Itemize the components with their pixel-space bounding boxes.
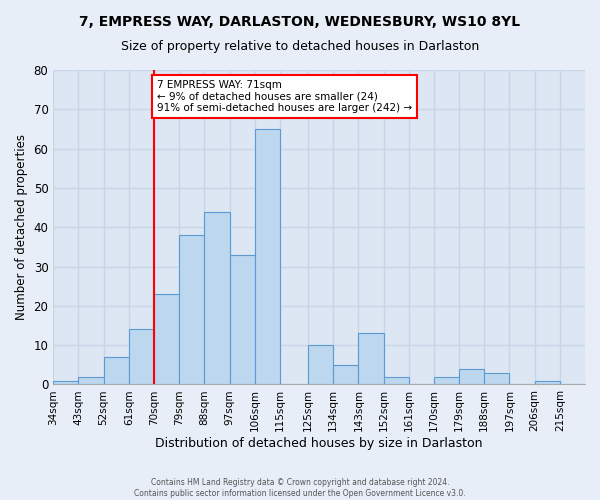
Bar (535, 380, 560, 384)
Bar (308, 345, 333, 385)
Text: 7, EMPRESS WAY, DARLASTON, WEDNESBURY, WS10 8YL: 7, EMPRESS WAY, DARLASTON, WEDNESBURY, W… (79, 15, 521, 29)
Bar (154, 294, 179, 384)
Bar (53, 380, 79, 384)
Bar (79, 376, 104, 384)
Text: Size of property relative to detached houses in Darlaston: Size of property relative to detached ho… (121, 40, 479, 53)
Text: 7 EMPRESS WAY: 71sqm
← 9% of detached houses are smaller (24)
91% of semi-detach: 7 EMPRESS WAY: 71sqm ← 9% of detached ho… (157, 80, 412, 113)
Bar (230, 254, 255, 384)
Bar (179, 235, 205, 384)
Bar (383, 376, 409, 384)
Bar (129, 330, 154, 384)
Bar (205, 212, 230, 384)
Bar (358, 334, 383, 384)
Y-axis label: Number of detached properties: Number of detached properties (15, 134, 28, 320)
X-axis label: Distribution of detached houses by size in Darlaston: Distribution of detached houses by size … (155, 437, 483, 450)
Bar (484, 372, 509, 384)
Bar (255, 129, 280, 384)
Bar (434, 376, 459, 384)
Bar (104, 357, 129, 384)
Bar (459, 368, 484, 384)
Text: Contains HM Land Registry data © Crown copyright and database right 2024.
Contai: Contains HM Land Registry data © Crown c… (134, 478, 466, 498)
Bar (333, 365, 358, 384)
